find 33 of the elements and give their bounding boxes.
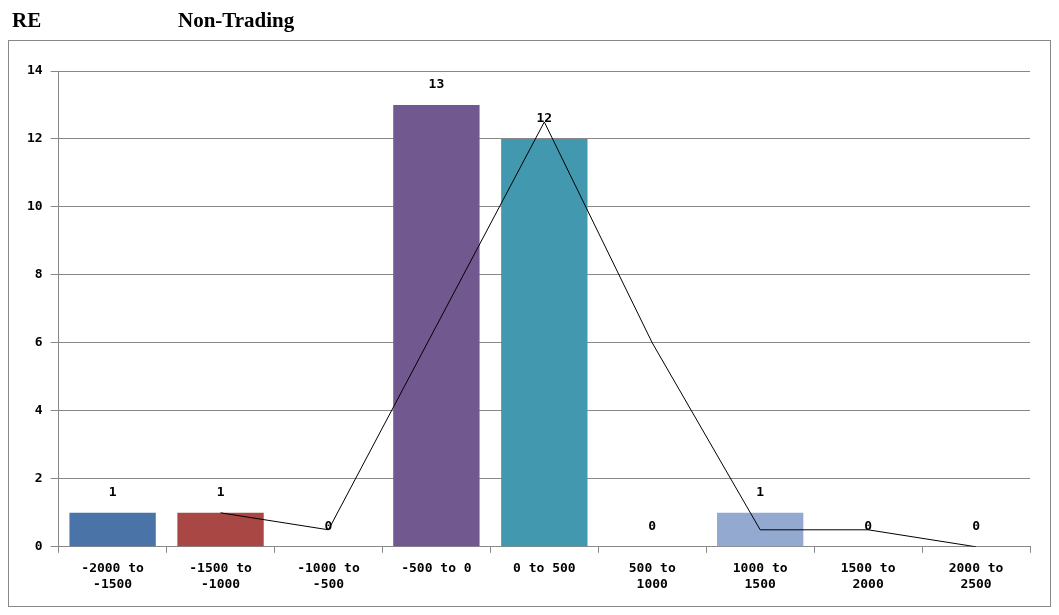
bar bbox=[501, 138, 588, 547]
y-tick-label: 2 bbox=[34, 470, 43, 486]
data-label: 1 bbox=[756, 483, 765, 499]
data-label: 1 bbox=[108, 483, 117, 499]
data-label: 0 bbox=[648, 517, 657, 533]
x-tick-label: 0 to 500 bbox=[513, 559, 576, 575]
data-label: 0 bbox=[972, 517, 981, 533]
chart-subtitle: Non-Trading bbox=[178, 8, 295, 33]
data-label: 1 bbox=[216, 483, 225, 499]
bar bbox=[177, 512, 264, 547]
y-tick-label: 0 bbox=[34, 538, 43, 554]
chart-title: RE bbox=[11, 8, 43, 33]
data-label: 0 bbox=[864, 517, 873, 533]
data-label: 13 bbox=[428, 75, 445, 91]
data-label: 12 bbox=[536, 109, 553, 125]
x-tick-label: -2000 to -1500 bbox=[81, 559, 145, 591]
x-tick-label: -1500 to -1000 bbox=[189, 559, 253, 591]
bar bbox=[393, 104, 480, 547]
x-tick-label: 1000 to 1500 bbox=[732, 559, 788, 591]
bar bbox=[717, 512, 804, 547]
y-tick-label: 14 bbox=[27, 62, 43, 78]
y-tick-label: 8 bbox=[34, 266, 43, 282]
x-tick-label: -1000 to -500 bbox=[297, 559, 360, 591]
x-tick-label: 2000 to 2500 bbox=[948, 559, 1004, 591]
x-tick-label: 1500 to 2000 bbox=[840, 559, 896, 591]
x-tick-label: 500 to 1000 bbox=[628, 559, 676, 591]
y-tick-label: 4 bbox=[34, 402, 43, 418]
y-tick-label: 6 bbox=[34, 334, 43, 350]
data-label: 0 bbox=[324, 517, 333, 533]
y-tick-label: 10 bbox=[27, 198, 43, 214]
x-tick-label: -500 to 0 bbox=[401, 559, 472, 575]
y-tick-label: 12 bbox=[27, 130, 43, 146]
bar bbox=[69, 512, 156, 547]
